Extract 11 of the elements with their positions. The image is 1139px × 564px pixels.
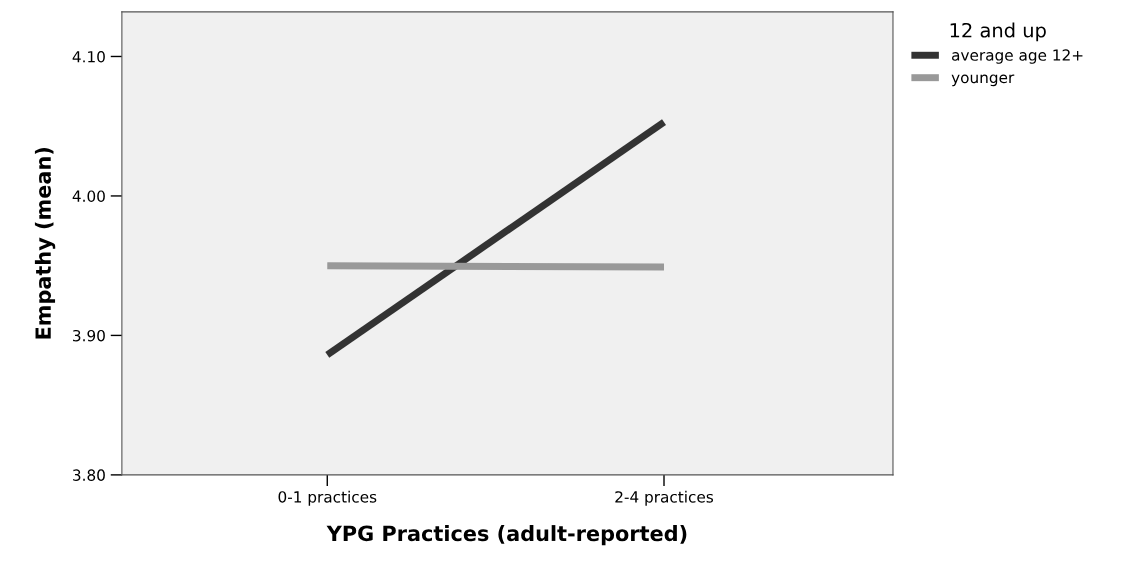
y-tick-label: 4.00 (72, 190, 105, 202)
x-tick-label: 2-4 practices (615, 490, 714, 506)
y-tick-label: 4.10 (72, 50, 105, 63)
x-axis-title: YPG Practices (adult-reported) (326, 525, 687, 546)
y-axis-title: Empathy (mean) (34, 148, 56, 339)
legend-title: 12 and up (950, 22, 1046, 42)
legend-label: younger (951, 74, 1015, 87)
x-tick-label: 0-1 practices (278, 490, 377, 506)
y-tick-label: 3.80 (73, 469, 105, 481)
legend-label: average age 12+ (952, 49, 1083, 64)
y-tick-label: 3.90 (73, 329, 105, 342)
